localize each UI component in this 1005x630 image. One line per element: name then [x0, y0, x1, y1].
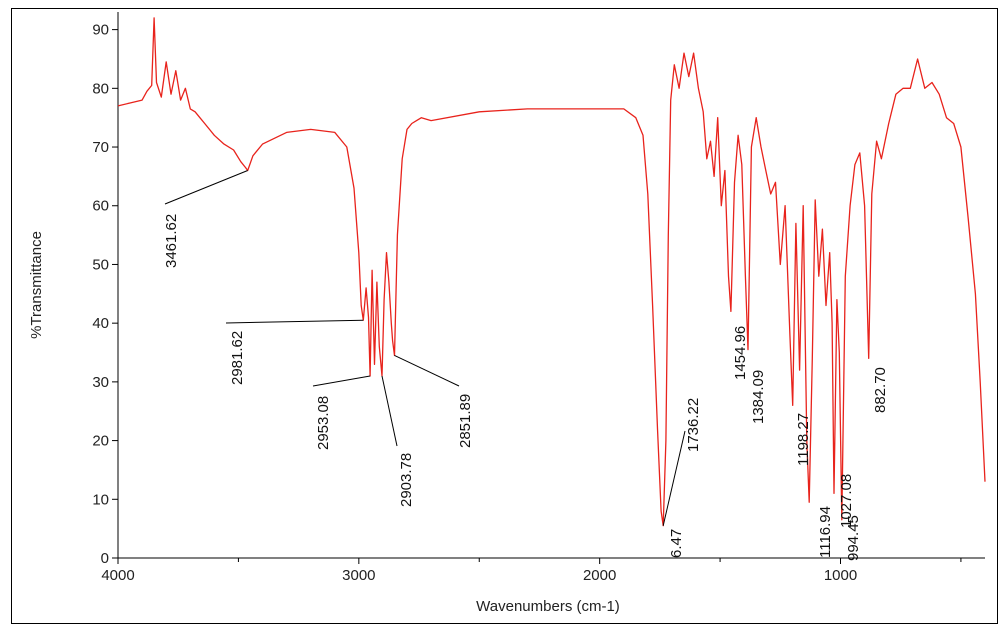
peak-label: 2953.08 — [315, 396, 332, 450]
peak-leader-lines — [164, 170, 686, 526]
x-axis-title: Wavenumbers (cm-1) — [476, 598, 620, 615]
y-tick-label: 70 — [92, 139, 109, 156]
x-tick-label: 2000 — [583, 567, 616, 584]
y-tick-label: 80 — [92, 80, 109, 97]
y-axis-title: %Transmittance — [28, 231, 45, 339]
chart-frame — [11, 8, 998, 624]
peak-leader-line — [381, 375, 398, 447]
peak-label: 6.47 — [668, 529, 685, 558]
peak-label: 1384.09 — [750, 370, 767, 424]
peak-label: 2981.62 — [229, 331, 246, 385]
peak-label: 994.45 — [845, 515, 862, 561]
y-tick-label: 90 — [92, 22, 109, 39]
y-tick-label: 0 — [101, 550, 109, 567]
x-tick-label: 4000 — [101, 567, 134, 584]
y-tick-label: 40 — [92, 315, 109, 332]
peak-leader-line — [312, 375, 371, 387]
y-tick-label: 30 — [92, 374, 109, 391]
peak-labels: 3461.62 2981.62 2953.08 2903.78 2851.89 1736.… — [163, 214, 889, 561]
y-tick-label: 60 — [92, 198, 109, 215]
peak-leader-line — [225, 319, 364, 324]
y-tick-label: 20 — [92, 433, 109, 450]
peak-label: 2903.78 — [398, 453, 415, 507]
x-ticks: 4000 3000 2000 1000 — [101, 558, 962, 584]
y-tick-label: 50 — [92, 256, 109, 273]
peak-leader-line — [662, 430, 686, 526]
peak-label: 1027.08 — [838, 474, 855, 528]
peak-leader-line — [394, 354, 460, 387]
peak-label: 2851.89 — [457, 394, 474, 448]
peak-label: 1736.22 — [685, 398, 702, 452]
peak-label: 3461.62 — [163, 214, 180, 268]
peak-label: 1116.94 — [817, 506, 834, 558]
y-tick-label: 10 — [92, 491, 109, 508]
x-tick-label: 3000 — [342, 567, 375, 584]
peak-leader-line — [164, 170, 248, 205]
peak-label: 1198.27 — [795, 413, 812, 466]
plot-area — [117, 17, 986, 527]
x-tick-label: 1000 — [824, 567, 857, 584]
peak-label: 1454.96 — [732, 326, 749, 380]
peak-label: 882.70 — [872, 367, 889, 413]
spectrum-line — [117, 17, 986, 527]
y-ticks: 0 10 20 30 40 50 60 70 80 90 — [92, 22, 118, 567]
